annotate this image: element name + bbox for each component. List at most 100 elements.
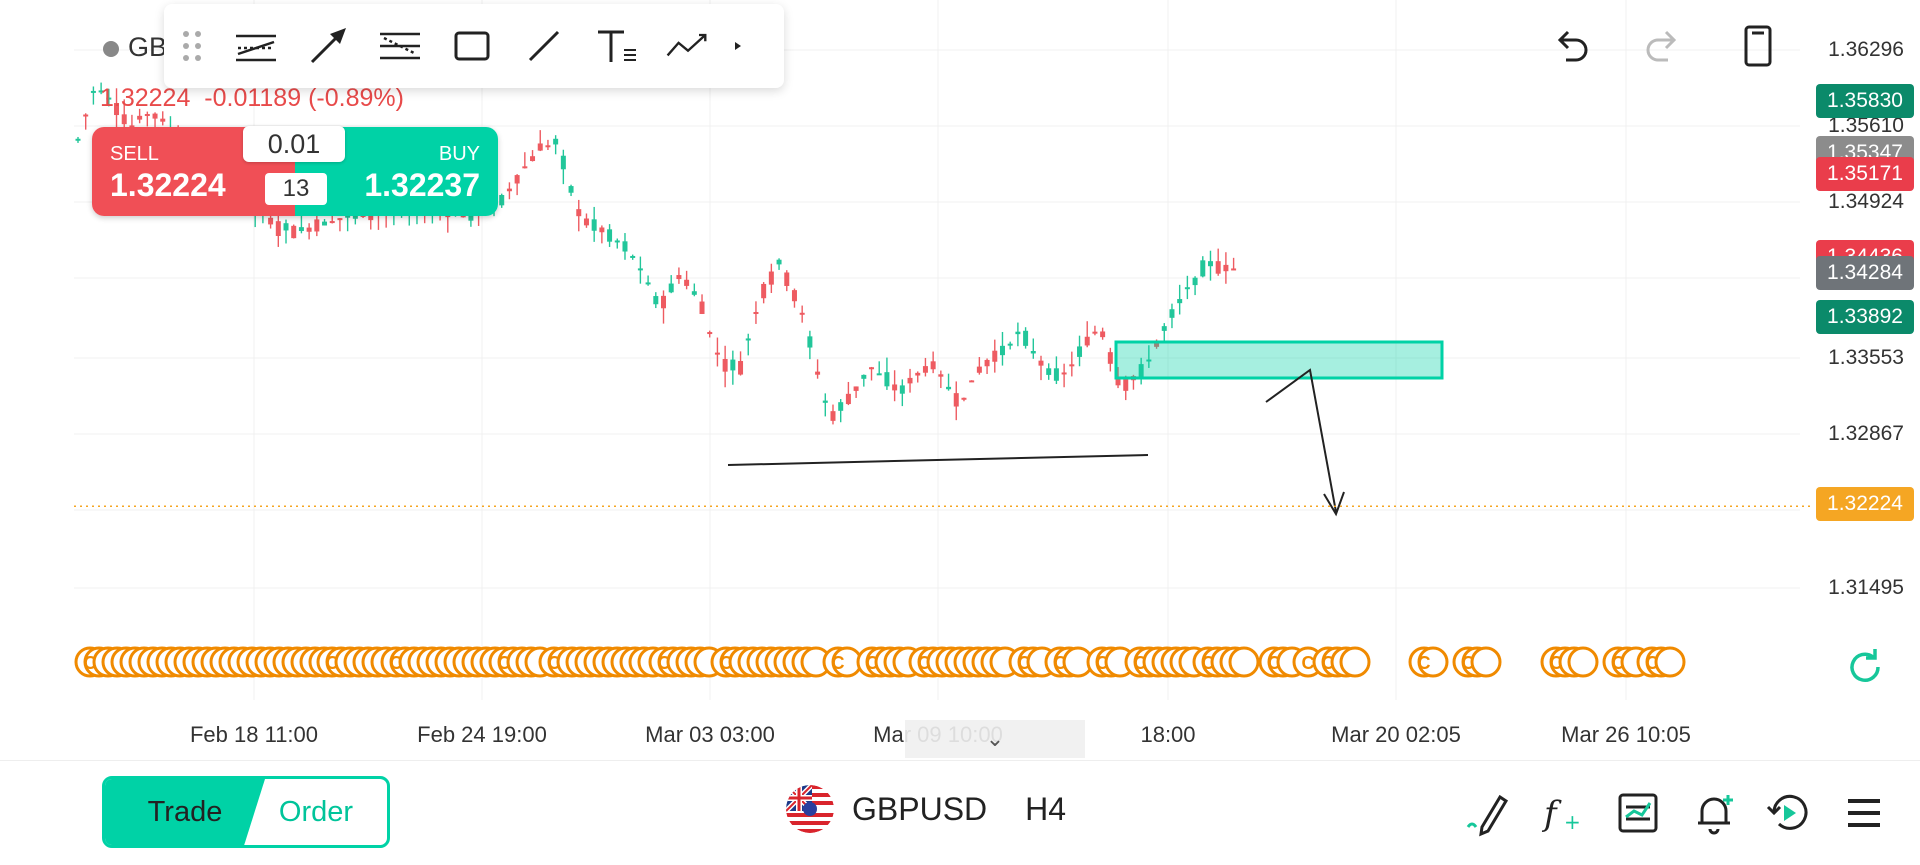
event-marker-letter: C <box>1096 653 1109 673</box>
arrow-icon[interactable] <box>292 4 364 88</box>
candle <box>938 370 944 389</box>
candle <box>699 294 705 315</box>
trend-channel-icon[interactable] <box>220 4 292 88</box>
time-axis-label: Mar 26 10:05 <box>1561 722 1691 747</box>
candle <box>1015 322 1021 347</box>
event-marker <box>1339 646 1371 678</box>
candle <box>884 357 890 390</box>
candle <box>791 288 797 308</box>
candle <box>499 193 505 208</box>
event-marker-letter: C <box>1054 653 1067 673</box>
price-tag: 1.32224 <box>1816 487 1914 521</box>
candle <box>298 213 304 234</box>
time-axis-label: Mar 03 03:00 <box>645 722 775 747</box>
text-icon[interactable] <box>580 4 652 88</box>
last-price: 1.32224 <box>100 84 191 112</box>
menu-icon[interactable] <box>1838 787 1890 839</box>
tab-order[interactable]: Order <box>278 795 354 828</box>
price-change-info: 1.32224 -0.01189 (-0.89%) <box>100 84 404 113</box>
replay-icon[interactable] <box>1762 787 1814 839</box>
price-axis-label: 1.33553 <box>1828 346 1904 369</box>
event-marker-letter: C <box>1202 653 1215 673</box>
candle <box>553 135 559 155</box>
time-axis-label: Feb 18 11:00 <box>189 722 319 747</box>
candle <box>568 184 574 197</box>
candle <box>637 256 643 284</box>
candle <box>545 139 551 150</box>
event-marker-letter: C <box>84 653 97 673</box>
fib-lines-icon[interactable] <box>364 4 436 88</box>
chart-scroll-handle[interactable]: ⌄ <box>905 720 1085 758</box>
candle <box>114 88 120 131</box>
candle <box>661 290 667 324</box>
price-tag: 1.35830 <box>1816 84 1914 118</box>
price-axis-label: 1.31495 <box>1828 576 1904 599</box>
candle <box>583 213 589 228</box>
price-axis-label: 1.36296 <box>1828 38 1904 61</box>
lot-size-input[interactable]: 0.01 <box>243 126 345 162</box>
line-icon[interactable] <box>508 4 580 88</box>
candle <box>761 282 767 304</box>
candle <box>930 351 936 374</box>
candle <box>684 270 690 290</box>
price-axis-label: 1.35610 <box>1828 114 1904 137</box>
projection-arrowhead <box>1323 491 1345 517</box>
candle <box>876 361 882 376</box>
symbol-selector[interactable]: GBPUSD H4 <box>786 785 1066 833</box>
rectangle-icon[interactable] <box>436 4 508 88</box>
candle <box>1138 357 1144 385</box>
event-marker-letter: C <box>1462 653 1475 673</box>
timeframe-label[interactable]: H4 <box>1025 790 1067 827</box>
draw-pen-icon[interactable] <box>1462 787 1514 839</box>
trade-order-toggle[interactable]: Trade Order <box>102 776 390 848</box>
candle <box>160 111 166 126</box>
candle <box>1146 345 1152 368</box>
candle <box>807 330 813 360</box>
candle <box>1061 363 1067 388</box>
reset-chart-icon[interactable] <box>1842 643 1890 691</box>
candle <box>599 225 605 244</box>
candle <box>953 381 959 421</box>
quick-trade-widget: SELL 1.32224 BUY 1.32237 <box>92 127 498 216</box>
symbol-name: GBPUSD <box>852 790 988 827</box>
svg-text:f: f <box>1541 794 1562 834</box>
candle <box>976 357 982 375</box>
candle <box>121 99 127 128</box>
candle <box>522 152 528 169</box>
time-axis-label: Mar 20 02:05 <box>1331 722 1461 747</box>
candle <box>1030 338 1036 359</box>
phone-layout-icon[interactable] <box>1734 22 1782 70</box>
candle <box>714 337 720 367</box>
event-marker <box>1470 646 1502 678</box>
undo-icon[interactable] <box>1548 22 1596 70</box>
price-axis-label: 1.32867 <box>1828 422 1904 445</box>
candle <box>730 350 736 385</box>
candle <box>1207 250 1213 281</box>
candle <box>946 373 952 391</box>
candle <box>283 219 289 244</box>
drag-handle-icon[interactable] <box>164 4 220 88</box>
indicator-fx-icon[interactable]: f + <box>1536 787 1588 839</box>
event-marker-letter: C <box>918 653 931 673</box>
candle <box>753 301 759 324</box>
supply-zone-rectangle <box>1114 340 1444 380</box>
candle <box>630 254 636 260</box>
event-marker-letter: C <box>1018 653 1031 673</box>
candle <box>75 136 81 143</box>
redo-icon[interactable] <box>1638 22 1686 70</box>
candle <box>291 224 297 239</box>
candle <box>845 381 851 406</box>
chart-type-icon[interactable] <box>1612 787 1664 839</box>
candle <box>722 345 728 388</box>
path-icon[interactable] <box>652 4 724 88</box>
tab-trade[interactable]: Trade <box>105 779 265 845</box>
alert-bell-icon[interactable] <box>1688 787 1740 839</box>
candle <box>869 366 875 381</box>
candle <box>899 379 905 407</box>
event-marker-letter: C <box>326 653 339 673</box>
candle <box>1053 356 1059 385</box>
more-icon[interactable] <box>724 4 754 88</box>
projection-path <box>1265 368 1337 513</box>
